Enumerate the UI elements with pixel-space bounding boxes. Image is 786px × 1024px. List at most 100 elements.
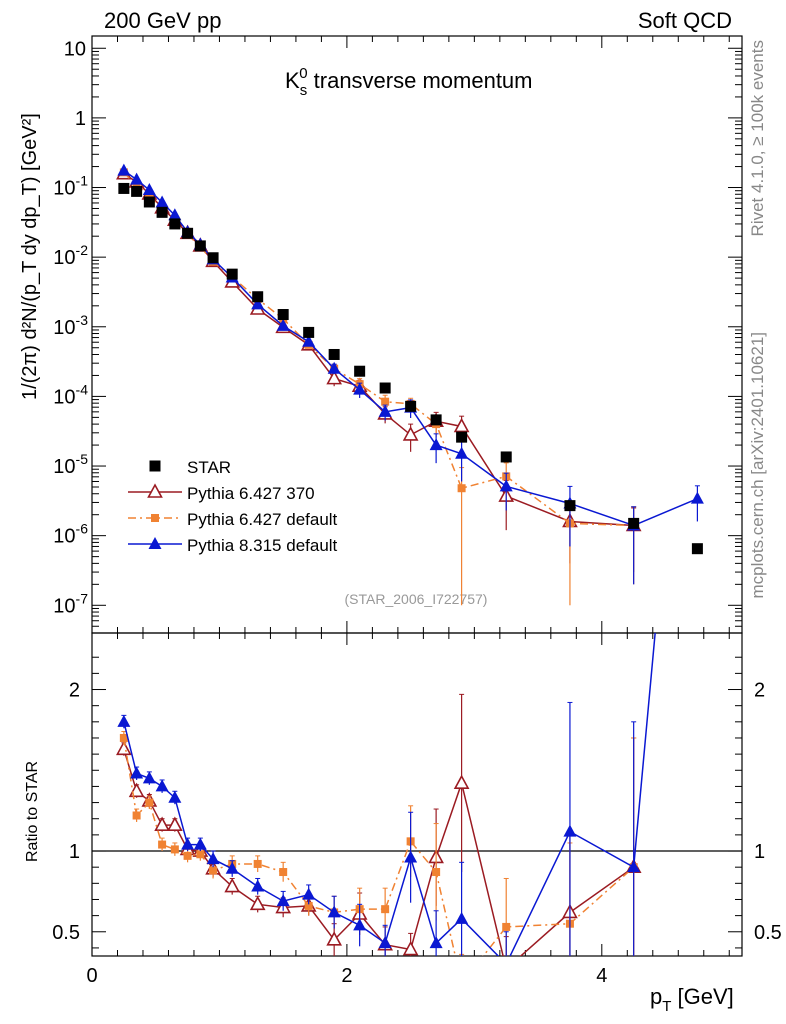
data-point [429,438,443,451]
ratio-data-point [142,771,156,784]
legend-label-star: STAR [187,458,231,477]
data-point [378,404,392,417]
tick-base: 10 [53,526,75,548]
tick-base: 10 [53,386,75,408]
ratio-data-point [326,931,343,946]
ratio-data-point [166,816,183,831]
data-point [142,183,156,196]
y-tick-label: 10-4 [53,381,88,408]
legend-marker [147,483,163,498]
data-point [252,291,264,303]
data-point [251,297,265,310]
data-point [194,240,206,252]
data-point [207,252,219,264]
ratio-data-point [196,850,205,859]
ratio-data-point [209,866,218,875]
ratio-data-point [253,859,262,868]
ratio-data-point [563,824,577,837]
data-point [326,369,343,385]
ratio-y-tick-label: 0.5 [52,922,80,944]
ratio-data-point [168,790,182,803]
header-collision: 200 GeV pp [104,8,221,33]
ratio-data-point [279,868,288,877]
data-point [628,517,640,529]
ratio-series-1 [119,731,638,987]
ratio-data-point [170,845,179,854]
ratio-data-point [453,774,470,789]
ratio-data-point [117,714,131,727]
header-category: Soft QCD [638,8,732,33]
series-0 [118,182,703,555]
ratio-plot-frame [91,632,743,957]
tick-exponent: -1 [76,173,89,189]
legend-marker [151,514,159,522]
ratio-series-2 [117,166,704,969]
ratio-data-point [224,877,241,893]
data-point [302,334,316,347]
data-point [182,227,194,239]
ratio-data-point [154,816,170,831]
ratio-data-point [193,837,207,850]
ratio-data-point [145,798,154,807]
data-point [117,163,131,176]
title-sup: 0 [299,65,307,82]
mcplots-source-label: mcplots.cern.ch [arXiv:2401.10621] [748,332,767,598]
y-tick-label: 10-3 [53,312,88,339]
data-point [456,431,468,443]
data-point [276,318,290,331]
data-point [118,182,130,194]
legend-label-pythia6-370: Pythia 6.427 370 [187,484,315,503]
data-point [379,382,391,394]
y-tick-label: 10-2 [53,242,88,269]
ratio-data-point [132,811,141,820]
data-point [455,446,469,459]
ratio-y-tick-label-right: 1 [754,841,765,863]
plot-title: Ks0 transverse momentum [285,65,533,99]
data-point [453,417,470,433]
title-rest: transverse momentum [308,68,533,93]
ratio-data-point [206,852,220,865]
data-point [353,382,367,395]
data-point [277,309,289,321]
tick-base: 10 [53,317,75,339]
data-point [303,326,315,338]
tick-exponent: -2 [76,242,89,258]
ratio-y-axis-label: Ratio to STAR [24,761,41,862]
tick-base: 10 [53,247,75,269]
tick-exponent: -6 [76,521,89,537]
data-point [169,218,181,230]
y-tick-label: 10-6 [53,521,88,548]
main-panel-series [116,163,704,606]
ratio-data-point [691,166,704,178]
ratio-data-point [381,905,390,914]
rivet-version-label: Rivet 4.1.0, ≥ 100k events [748,40,767,236]
ratio-data-point [432,868,441,877]
data-point [690,491,704,504]
title-sub: s [300,82,308,99]
ratio-data-point [455,911,469,924]
ratio-y-tick-label-right: 2 [754,680,765,702]
data-point [405,400,417,412]
y-tick-label: 10 [64,38,86,60]
x-label-rest: [GeV] [671,984,733,1009]
ratio-data-point [249,895,266,911]
data-point [168,208,182,221]
data-point [691,543,703,555]
ratio-data-point [429,936,443,949]
ratio-data-point [500,962,513,974]
ratio-data-point [458,979,466,987]
ratio-data-point [130,766,144,779]
ratio-data-point [500,957,513,969]
y-tick-label: 10-1 [53,173,88,200]
data-point [499,479,513,492]
tick-base: 10 [53,178,75,200]
data-point [130,172,144,185]
ratio-panel-series [116,166,704,987]
data-point [131,185,143,197]
ratio-data-point [155,779,169,792]
x-tick-label: 4 [596,965,607,987]
data-point [328,348,340,360]
ratio-y-tick-label-right: 0.5 [754,922,782,944]
series-line [123,169,698,527]
